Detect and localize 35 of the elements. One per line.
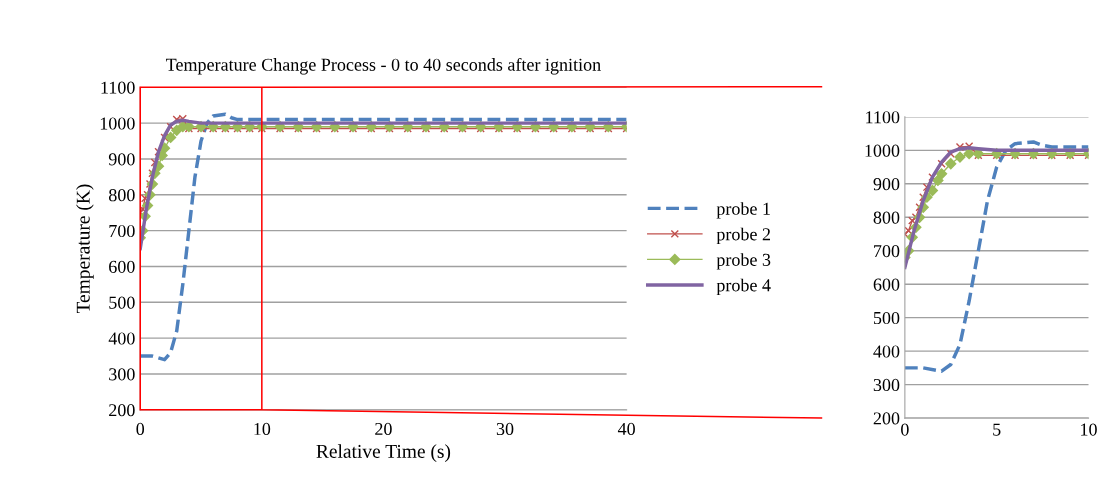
y-tick-label: 700	[874, 245, 900, 258]
y-tick-label: 400	[108, 332, 135, 345]
y-tick-label: 600	[109, 260, 135, 273]
x-tick-label: 40	[617, 422, 635, 436]
x-tick-label: 5	[993, 423, 1001, 436]
x-tick-label: 10	[254, 422, 271, 436]
y-tick-label: 500	[109, 296, 135, 309]
x-tick-label: 30	[496, 422, 514, 436]
y-tick-label: 300	[873, 378, 900, 392]
y-tick-label: 1000	[100, 117, 135, 130]
y-tick-label: 500	[873, 311, 900, 325]
legend-label: probe 2	[716, 227, 770, 245]
y-tick-label: 1000	[865, 144, 900, 157]
y-tick-label: 200	[873, 412, 900, 425]
y-tick-label: 600	[873, 278, 900, 291]
y-tick-label: 900	[108, 153, 135, 166]
y-tick-label: 300	[109, 368, 135, 381]
y-axis-title: Temperature (K)	[76, 184, 94, 314]
y-tick-label: 1100	[101, 81, 135, 94]
y-tick-label: 400	[873, 345, 900, 358]
y-tick-label: 1100	[866, 111, 900, 124]
y-tick-label: 200	[109, 404, 135, 417]
legend-label: probe 4	[716, 278, 771, 296]
x-tick-label: 10	[1081, 423, 1097, 436]
x-tick-label: 0	[901, 423, 909, 436]
y-tick-label: 800	[873, 211, 900, 224]
x-tick-label: 20	[375, 422, 392, 436]
legend-label: probe 1	[716, 202, 770, 219]
y-tick-label: 900	[873, 178, 900, 191]
legend-label: probe 3	[716, 253, 771, 270]
x-axis-title: Relative Time (s)	[316, 444, 451, 462]
y-tick-label: 800	[108, 189, 135, 202]
chart-title: Temperature Change Process - 0 to 40 seconds after ignition	[166, 57, 601, 75]
y-tick-label: 700	[109, 224, 135, 238]
x-tick-label: 0	[136, 422, 145, 436]
